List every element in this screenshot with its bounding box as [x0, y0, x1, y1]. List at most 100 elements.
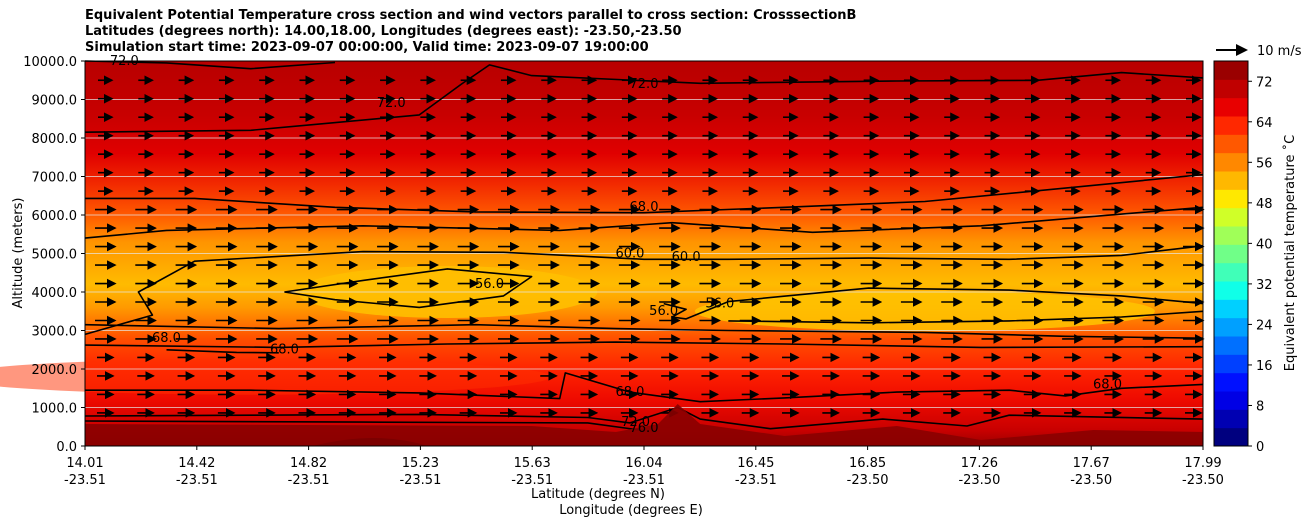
colorbar-segment: [1214, 427, 1248, 447]
contour-lines: [84, 60, 1204, 432]
contour-line: [84, 341, 1204, 349]
colorbar-segment: [1214, 299, 1248, 319]
contour-line: [84, 64, 1204, 133]
x-tick-lat: 16.45: [737, 456, 774, 471]
x-tick-lon: -23.50: [958, 473, 1000, 488]
colorbar-segment: [1214, 372, 1248, 392]
contour-label: 68.0: [270, 343, 299, 358]
title-line-2: Latitudes (degrees north): 14.00,18.00, …: [85, 24, 682, 39]
contour-line: [663, 287, 1204, 320]
colorbar-segment: [1214, 281, 1248, 300]
quiver-key: 10 m/s: [1216, 44, 1302, 59]
contour-line: [728, 310, 1204, 324]
colorbar-segment: [1214, 207, 1248, 227]
x-tick-lon: -23.50: [1182, 473, 1224, 488]
colorbar-tick-label: 32: [1256, 278, 1273, 293]
contour-label: 72.0: [630, 77, 659, 92]
colorbar-segment: [1214, 262, 1248, 282]
colorbar-segment: [1214, 79, 1248, 99]
y-axis: 0.0 1000.0 2000.0 3000.0 4000.0 5000.0 6000.0 7…: [23, 55, 85, 455]
x-tick-lon: -23.50: [847, 473, 889, 488]
x-tick-lon: -23.51: [399, 473, 441, 488]
quiver-key-label: 10 m/s: [1257, 44, 1302, 59]
x-tick-lat: 16.04: [625, 456, 662, 471]
colorbar-segment: [1214, 152, 1248, 172]
y-tick-label: 5000.0: [32, 248, 78, 263]
x-tick-lon: -23.51: [735, 473, 777, 488]
colorbar-segment: [1214, 61, 1248, 80]
y-tick-label: 3000.0: [32, 325, 78, 340]
contour-line: [84, 60, 336, 70]
y-tick-label: 2000.0: [32, 363, 78, 378]
x-tick-lat: 14.82: [290, 456, 327, 471]
x-tick-lat: 14.42: [178, 456, 215, 471]
colorbar-frame: [1213, 60, 1249, 447]
x-tick-lat: 17.99: [1184, 456, 1221, 471]
contour-label: 76.0: [630, 421, 659, 436]
terrain: [85, 404, 1203, 446]
colorbar-tick-label: 72: [1256, 75, 1273, 90]
contour-label: 68.0: [630, 200, 659, 215]
colorbar-tick-label: 24: [1256, 318, 1273, 333]
x-tick-lat: 15.63: [514, 456, 551, 471]
y-tick-label: 10000.0: [23, 55, 77, 70]
y-axis-label: Altitude (meters): [11, 198, 26, 309]
colorbar-segment: [1214, 354, 1248, 374]
y-tick-label: 0.0: [56, 440, 77, 455]
colorbar-segment: [1214, 226, 1248, 245]
y-tick-label: 4000.0: [32, 286, 78, 301]
colorbar-tick-label: 0: [1256, 440, 1264, 455]
contour-label: 68.0: [1093, 377, 1122, 392]
core-blob: [694, 291, 1155, 332]
colorbar-segment: [1214, 97, 1248, 117]
contour-label: 60.0: [615, 246, 644, 261]
x-tick-lat: 17.67: [1073, 456, 1110, 471]
y-tick-label: 1000.0: [32, 402, 78, 417]
x-tick-lon: -23.51: [623, 473, 665, 488]
contour-label: 72.0: [377, 96, 406, 111]
boundary-layer: [85, 404, 1203, 446]
contour-label: 60.0: [672, 250, 701, 265]
x-tick-lon: -23.50: [1070, 473, 1112, 488]
x-tick-lat: 15.23: [402, 456, 439, 471]
colorbar-tick-label: 56: [1256, 156, 1273, 171]
contour-labels: 72.0 72.0 72.0 68.0 60.0 60.0 56.0 56.0 56.0 68.0…: [110, 54, 1122, 436]
colorbar-segment: [1214, 336, 1248, 355]
x-tick-lat: 17.26: [961, 456, 998, 471]
contour-label: 56.0: [649, 304, 678, 319]
y-tick-label: 6000.0: [32, 209, 78, 224]
x-tick-lon: -23.51: [64, 473, 106, 488]
colorbar-segment: [1214, 116, 1248, 135]
colorbar-segment: [1214, 391, 1248, 410]
title-line-1: Equivalent Potential Temperature cross s…: [85, 8, 857, 23]
colorbar: 0 8 16 24 32 40 48 56 64 72: [1213, 60, 1273, 455]
x-tick-lon: -23.51: [176, 473, 218, 488]
contour-line: [84, 206, 1204, 239]
contour-label: 72.0: [621, 415, 650, 430]
y-tick-label: 8000.0: [32, 132, 78, 147]
colorbar-tick-label: 40: [1256, 237, 1273, 252]
x-axis-label-lon: Longitude (degrees E): [559, 503, 703, 518]
colorbar-segment: [1214, 244, 1248, 264]
title-line-3: Simulation start time: 2023-09-07 00:00:…: [85, 40, 649, 55]
colorbar-segment: [1214, 134, 1248, 154]
contour-line: [166, 349, 279, 354]
colorbar-label: Equivalent potential temperature ˚C: [1282, 135, 1298, 371]
contour-line: [85, 173, 1204, 214]
contour-line: [84, 420, 645, 432]
contour-label: 56.0: [475, 277, 504, 292]
x-tick-lat: 16.85: [849, 456, 886, 471]
y-tick-label: 9000.0: [32, 94, 78, 109]
x-axis-label-lat: Latitude (degrees N): [531, 487, 665, 502]
contour-line: [84, 245, 1204, 336]
colorbar-tick-label: 8: [1256, 399, 1264, 414]
x-axis: 14.01 -23.51 14.42 -23.51 14.82 -23.51 15.23 -2…: [64, 446, 1224, 488]
colorbar-segment: [1214, 317, 1248, 337]
colorbar-tick-label: 48: [1256, 197, 1273, 212]
colorbar-segment: [1214, 409, 1248, 429]
contour-label: 56.0: [705, 296, 734, 311]
y-tick-label: 7000.0: [32, 171, 78, 186]
x-tick-lon: -23.51: [288, 473, 330, 488]
colorbar-segment: [1214, 189, 1248, 209]
